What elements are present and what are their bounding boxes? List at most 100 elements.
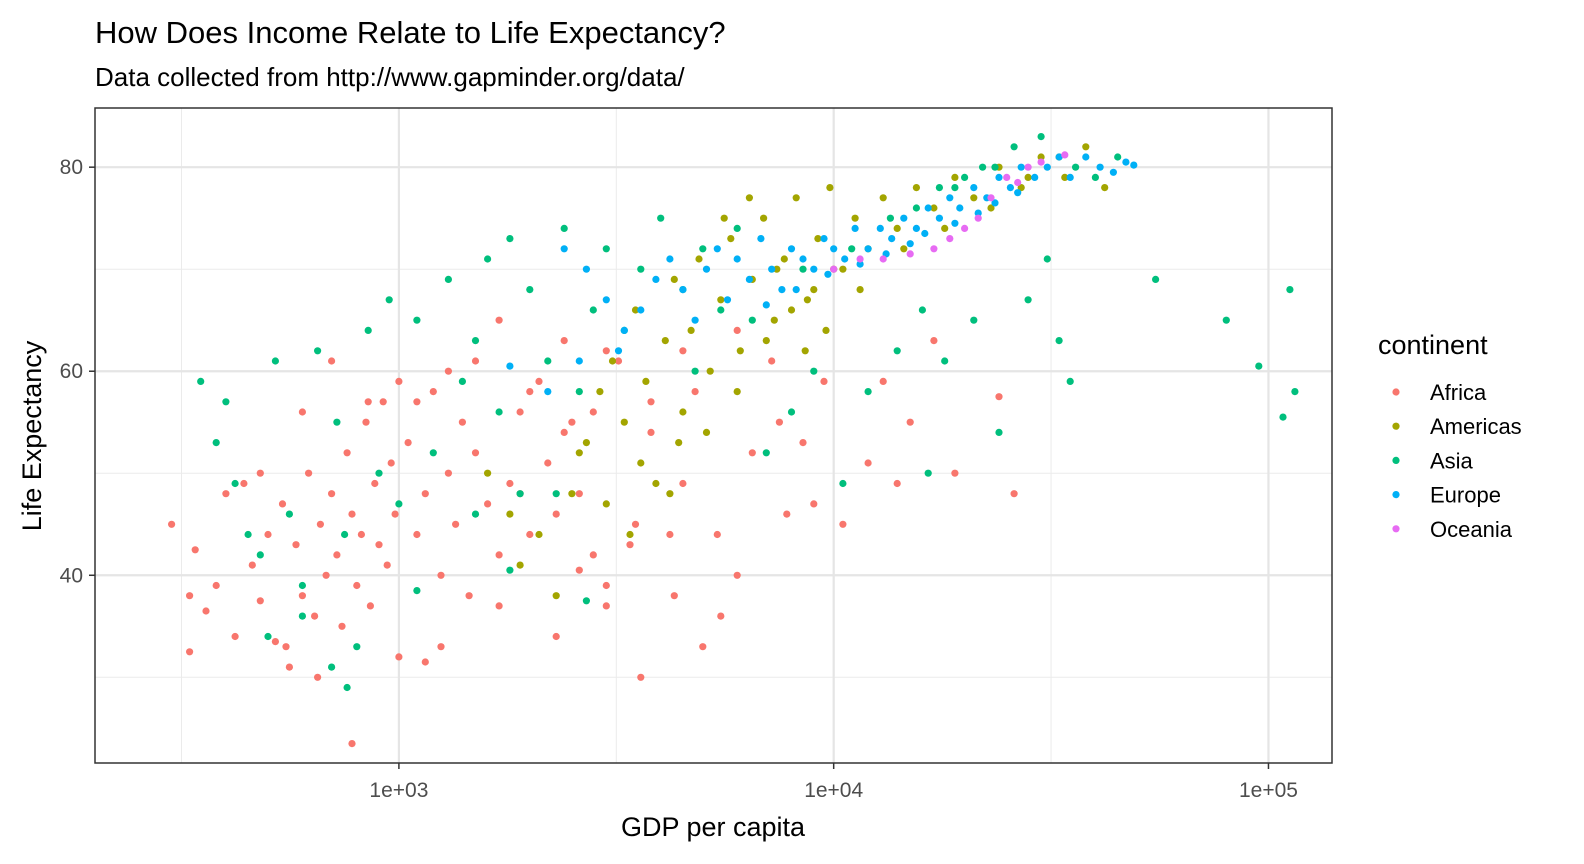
- data-point-europe: [951, 219, 959, 227]
- data-point-asia: [1091, 173, 1099, 181]
- data-point-americas: [912, 184, 921, 192]
- data-point-asia: [298, 612, 306, 620]
- data-point-europe: [768, 265, 776, 273]
- data-point-africa: [333, 551, 341, 559]
- data-point-europe: [506, 362, 514, 370]
- data-point-europe: [602, 296, 610, 304]
- data-point-europe: [876, 224, 884, 232]
- data-point-europe: [620, 326, 628, 334]
- data-point-americas: [631, 306, 640, 314]
- data-point-africa: [357, 530, 365, 539]
- data-point-africa: [713, 530, 721, 539]
- data-point-africa: [348, 740, 356, 748]
- data-point-asia: [995, 428, 1003, 436]
- y-axis-title: Life Expectancy: [17, 340, 47, 531]
- data-point-americas: [652, 479, 660, 488]
- data-point-asia: [979, 163, 987, 171]
- data-point-asia: [552, 490, 560, 498]
- data-point-asia: [733, 224, 741, 232]
- data-point-americas: [893, 224, 901, 232]
- data-point-europe: [1096, 163, 1104, 171]
- data-point-asia: [970, 316, 978, 324]
- data-point-africa: [995, 393, 1003, 401]
- data-point-asia: [762, 449, 770, 457]
- data-point-asia: [886, 214, 895, 222]
- data-point-europe: [762, 301, 770, 309]
- data-point-asia: [333, 418, 341, 426]
- data-point-asia: [244, 530, 252, 539]
- data-point-americas: [780, 255, 788, 263]
- data-point-africa: [298, 592, 306, 600]
- data-point-africa: [839, 520, 847, 528]
- data-point-africa: [429, 388, 437, 396]
- data-point-asia: [1286, 286, 1294, 294]
- data-point-africa: [343, 449, 351, 457]
- data-point-africa: [602, 602, 610, 610]
- data-point-americas: [839, 265, 847, 273]
- data-point-americas: [535, 530, 543, 539]
- data-point-americas: [620, 418, 628, 426]
- data-point-africa: [202, 607, 210, 615]
- data-point-africa: [264, 530, 272, 539]
- data-point-americas: [803, 296, 812, 304]
- data-point-americas: [670, 275, 678, 283]
- data-point-africa: [444, 469, 452, 477]
- data-point-americas: [822, 326, 830, 334]
- data-point-africa: [465, 592, 473, 600]
- data-point-africa: [328, 357, 336, 365]
- legend: continent Africa Americas Asia Europe Oceani…: [1378, 330, 1522, 542]
- data-point-africa: [305, 469, 313, 477]
- data-point-asia: [787, 408, 796, 416]
- data-point-africa: [379, 398, 387, 406]
- data-point-europe: [778, 286, 786, 294]
- data-point-asia: [395, 500, 403, 508]
- data-point-americas: [720, 214, 728, 222]
- data-point-americas: [1101, 184, 1109, 192]
- data-point-africa: [212, 581, 220, 590]
- data-point-americas: [970, 194, 978, 202]
- data-point-asia: [256, 551, 264, 559]
- data-point-oceania: [930, 245, 938, 253]
- data-point-asia: [413, 316, 421, 324]
- data-point-americas: [661, 337, 669, 345]
- data-point-asia: [285, 510, 293, 518]
- data-point-europe: [679, 286, 687, 294]
- data-point-oceania: [987, 194, 995, 202]
- data-point-asia: [298, 581, 306, 590]
- data-point-asia: [991, 163, 999, 171]
- data-point-asia: [748, 316, 756, 324]
- data-point-africa: [506, 479, 514, 488]
- data-point-europe: [970, 184, 978, 192]
- data-point-europe: [745, 275, 754, 283]
- data-point-asia: [717, 306, 725, 314]
- data-point-asia: [364, 326, 372, 334]
- data-point-europe: [1055, 153, 1063, 161]
- data-point-asia: [444, 275, 452, 283]
- data-point-europe: [841, 255, 849, 263]
- data-point-asia: [1010, 143, 1018, 151]
- data-point-asia: [271, 357, 279, 365]
- x-tick-label: 1e+04: [804, 779, 863, 802]
- data-point-americas: [801, 347, 809, 355]
- data-point-africa: [395, 653, 403, 661]
- data-point-asia: [935, 184, 944, 192]
- data-point-europe: [1130, 161, 1138, 169]
- data-point-americas: [745, 194, 754, 202]
- data-point-africa: [930, 337, 938, 345]
- x-axis-ticks: 1e+03 1e+04 1e+05: [369, 763, 1298, 802]
- data-point-europe: [799, 255, 807, 263]
- data-point-africa: [484, 500, 492, 508]
- data-point-asia: [589, 306, 597, 314]
- data-point-americas: [642, 377, 650, 385]
- data-point-africa: [256, 469, 264, 477]
- data-point-asia: [197, 377, 205, 385]
- data-point-africa: [568, 418, 576, 426]
- data-point-americas: [568, 490, 576, 498]
- data-point-americas: [810, 286, 818, 294]
- data-point-europe: [713, 245, 721, 253]
- data-point-africa: [631, 520, 640, 528]
- data-point-asia: [1114, 153, 1122, 161]
- data-point-americas: [770, 316, 778, 324]
- data-point-europe: [792, 286, 800, 294]
- grid-lines: [95, 108, 1332, 763]
